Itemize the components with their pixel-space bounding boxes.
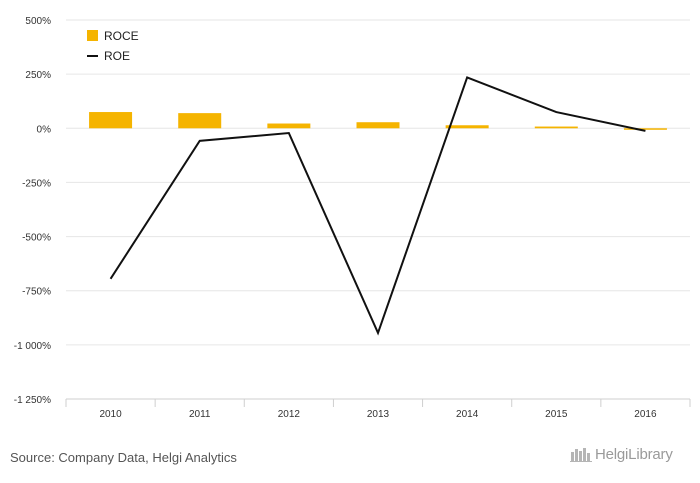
- y-tick-label: -1 250%: [14, 395, 51, 406]
- bar-roce-2010: [89, 112, 133, 129]
- y-axis-ticks: 500% 250% 0% -250% -500% -750% -1 000% -1 250%: [14, 16, 51, 406]
- y-tick-label: -750%: [22, 287, 51, 298]
- x-tick-label: 2012: [278, 409, 301, 420]
- x-tick-label: 2011: [189, 409, 211, 420]
- bar-roce-2015: [534, 126, 578, 129]
- bar-roce-2012: [267, 123, 311, 129]
- x-tick-label: 2014: [456, 409, 479, 420]
- y-tick-label: 250%: [25, 70, 51, 81]
- y-tick-label: -250%: [22, 178, 51, 189]
- legend-label-roce: ROCE: [104, 29, 139, 43]
- x-tick-label: 2010: [99, 409, 122, 420]
- roce-bars: [89, 112, 667, 130]
- bar-roce-2014: [445, 125, 489, 129]
- line-roe: [109, 76, 646, 336]
- y-tick-label: 0%: [37, 124, 52, 135]
- x-tick-label: 2013: [367, 409, 390, 420]
- roe-line: [109, 76, 646, 336]
- brand-logo: HelgiLibrary: [570, 446, 673, 466]
- y-tick-label: 500%: [25, 16, 51, 27]
- source-note: Source: Company Data, Helgi Analytics: [10, 450, 237, 465]
- x-tick-label: 2015: [545, 409, 568, 420]
- bar-roce-2016: [623, 128, 667, 130]
- legend: ROCE ROE: [87, 29, 139, 63]
- bar-roce-2011: [178, 113, 222, 129]
- y-tick-label: -500%: [22, 233, 51, 244]
- brand-name: HelgiLibrary: [595, 446, 673, 463]
- y-tick-label: -1 000%: [14, 341, 51, 352]
- library-icon: [570, 446, 592, 466]
- gridlines: [66, 19, 690, 400]
- legend-label-roe: ROE: [104, 49, 130, 63]
- x-tick-label: 2016: [634, 409, 657, 420]
- bar-roce-2013: [356, 122, 400, 129]
- x-axis: 2010 2011 2012 2013 2014 2015 2016: [65, 398, 691, 420]
- chart: 500%250%0%-250%-500%-750%-1 000%-1 250% …: [14, 16, 691, 420]
- legend-swatch-roce: [87, 30, 98, 41]
